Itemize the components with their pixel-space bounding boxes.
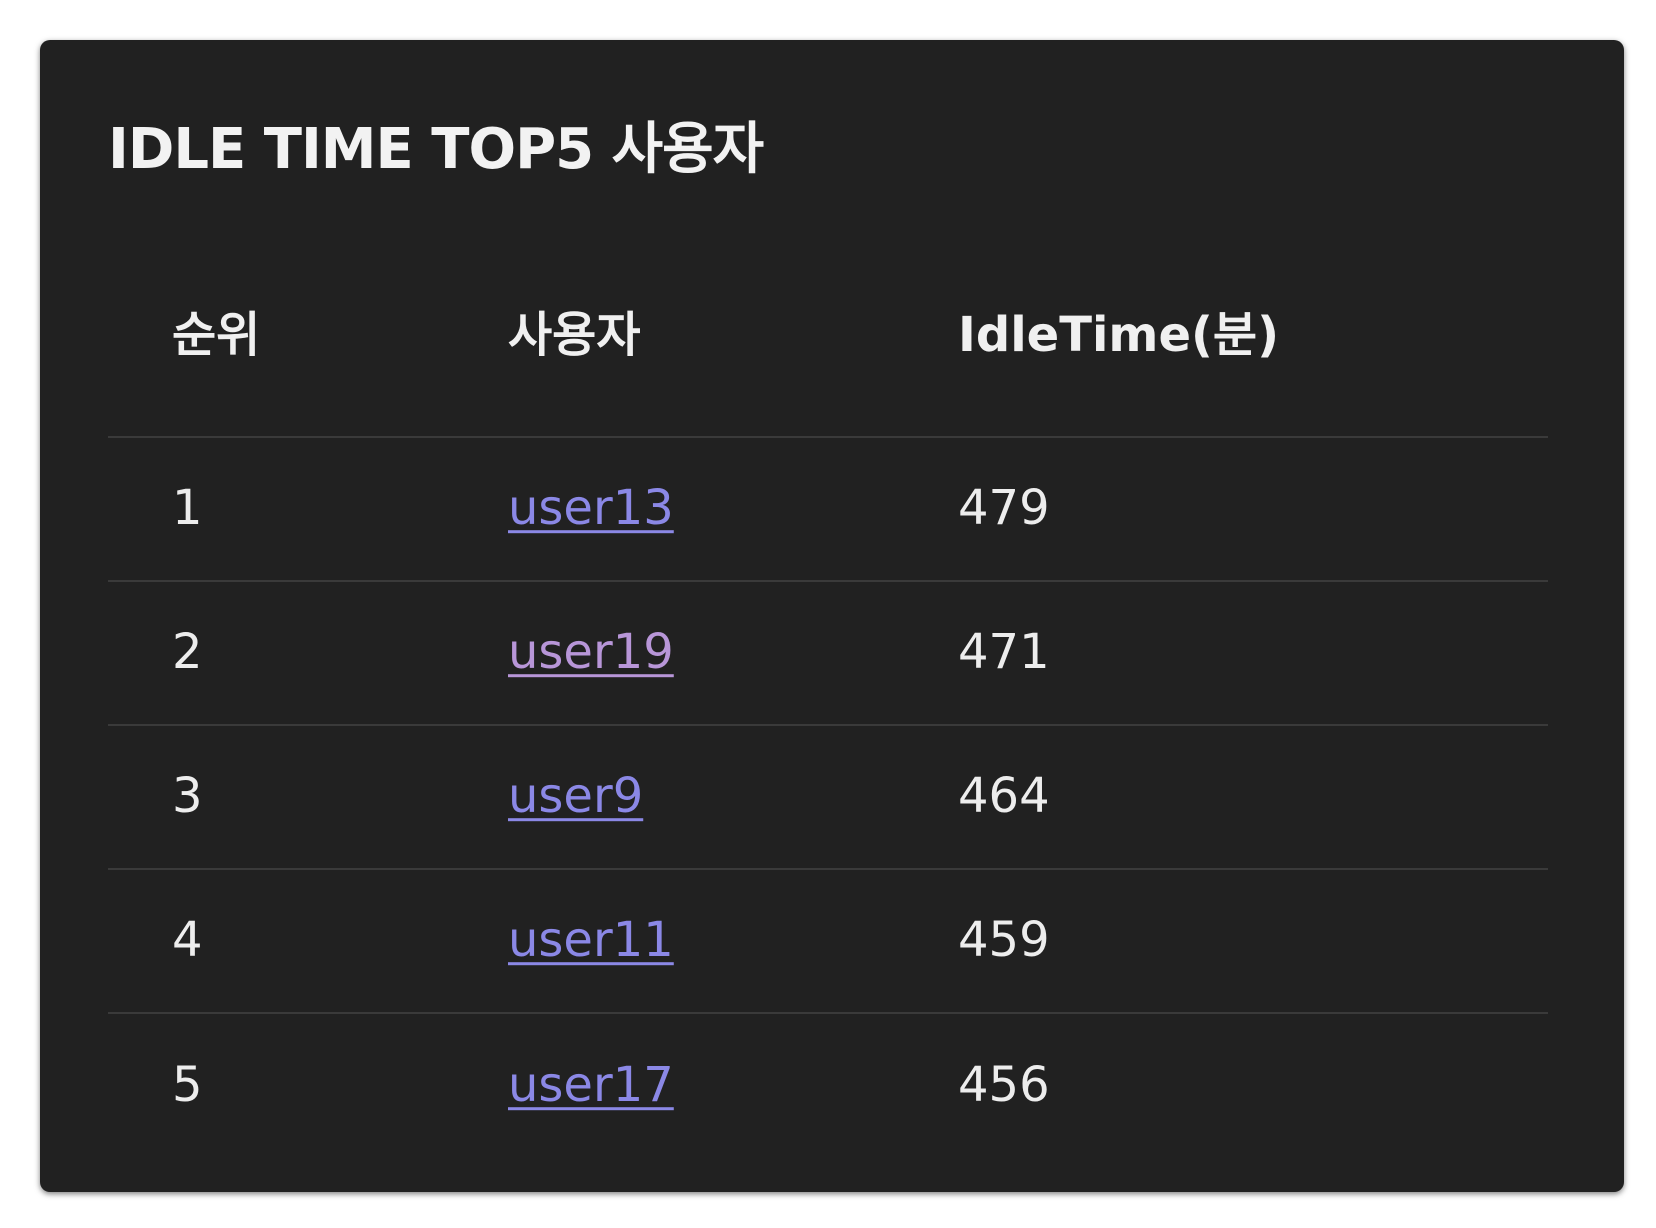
user-link[interactable]: user17 bbox=[508, 1057, 674, 1114]
header-rank: 순위 bbox=[172, 307, 261, 364]
user-link[interactable]: user13 bbox=[508, 480, 674, 537]
table-row: 3 user9 464 bbox=[108, 726, 1548, 870]
user-cell: user13 bbox=[508, 480, 674, 538]
table-row: 2 user19 471 bbox=[108, 582, 1548, 726]
user-cell: user11 bbox=[508, 912, 674, 970]
user-link[interactable]: user9 bbox=[508, 768, 644, 825]
table-header-row: 순위 사용자 IdleTime(분) bbox=[108, 270, 1548, 438]
idle-time-cell: 456 bbox=[958, 1057, 1050, 1114]
user-cell: user9 bbox=[508, 768, 643, 826]
idle-time-table: 순위 사용자 IdleTime(분) 1 user13 479 2 user19… bbox=[108, 270, 1548, 1158]
user-cell: user19 bbox=[508, 624, 674, 682]
idle-time-card: IDLE TIME TOP5 사용자 순위 사용자 IdleTime(분) 1 … bbox=[40, 40, 1624, 1192]
rank-cell: 4 bbox=[172, 912, 203, 969]
header-user: 사용자 bbox=[508, 307, 641, 364]
card-title: IDLE TIME TOP5 사용자 bbox=[108, 117, 764, 182]
rank-cell: 5 bbox=[172, 1057, 203, 1114]
idle-time-cell: 459 bbox=[958, 912, 1050, 969]
header-idle-time: IdleTime(분) bbox=[958, 307, 1280, 364]
table-row: 1 user13 479 bbox=[108, 438, 1548, 582]
idle-time-cell: 471 bbox=[958, 624, 1050, 681]
rank-cell: 2 bbox=[172, 624, 203, 681]
idle-time-cell: 464 bbox=[958, 768, 1050, 825]
rank-cell: 3 bbox=[172, 768, 203, 825]
table-row: 4 user11 459 bbox=[108, 870, 1548, 1014]
user-link[interactable]: user19 bbox=[508, 624, 674, 681]
rank-cell: 1 bbox=[172, 480, 203, 537]
user-link[interactable]: user11 bbox=[508, 912, 674, 969]
idle-time-cell: 479 bbox=[958, 480, 1050, 537]
table-row: 5 user17 456 bbox=[108, 1014, 1548, 1158]
user-cell: user17 bbox=[508, 1057, 674, 1115]
